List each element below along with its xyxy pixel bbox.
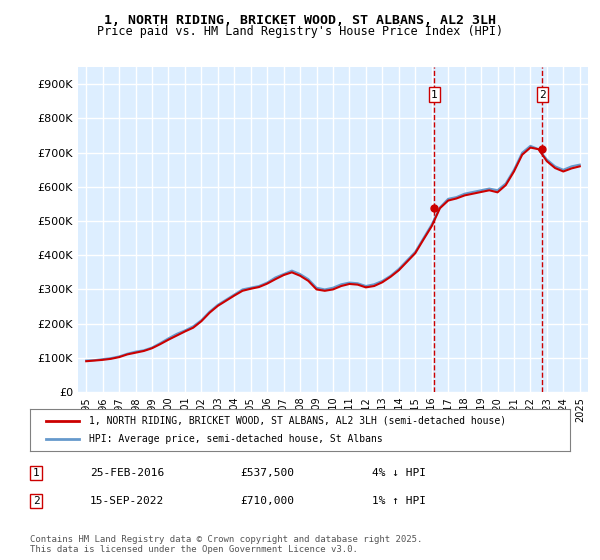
Text: 1, NORTH RIDING, BRICKET WOOD, ST ALBANS, AL2 3LH (semi-detached house): 1, NORTH RIDING, BRICKET WOOD, ST ALBANS… (89, 416, 506, 426)
Text: 1: 1 (431, 90, 437, 100)
Text: 25-FEB-2016: 25-FEB-2016 (90, 468, 164, 478)
Text: 15-SEP-2022: 15-SEP-2022 (90, 496, 164, 506)
Text: Price paid vs. HM Land Registry's House Price Index (HPI): Price paid vs. HM Land Registry's House … (97, 25, 503, 38)
Text: 1: 1 (32, 468, 40, 478)
Text: 4% ↓ HPI: 4% ↓ HPI (372, 468, 426, 478)
Text: £537,500: £537,500 (240, 468, 294, 478)
Text: 1, NORTH RIDING, BRICKET WOOD, ST ALBANS, AL2 3LH: 1, NORTH RIDING, BRICKET WOOD, ST ALBANS… (104, 14, 496, 27)
Text: £710,000: £710,000 (240, 496, 294, 506)
Text: 2: 2 (32, 496, 40, 506)
Text: HPI: Average price, semi-detached house, St Albans: HPI: Average price, semi-detached house,… (89, 434, 383, 444)
Text: Contains HM Land Registry data © Crown copyright and database right 2025.
This d: Contains HM Land Registry data © Crown c… (30, 535, 422, 554)
Text: 1% ↑ HPI: 1% ↑ HPI (372, 496, 426, 506)
Text: 2: 2 (539, 90, 545, 100)
